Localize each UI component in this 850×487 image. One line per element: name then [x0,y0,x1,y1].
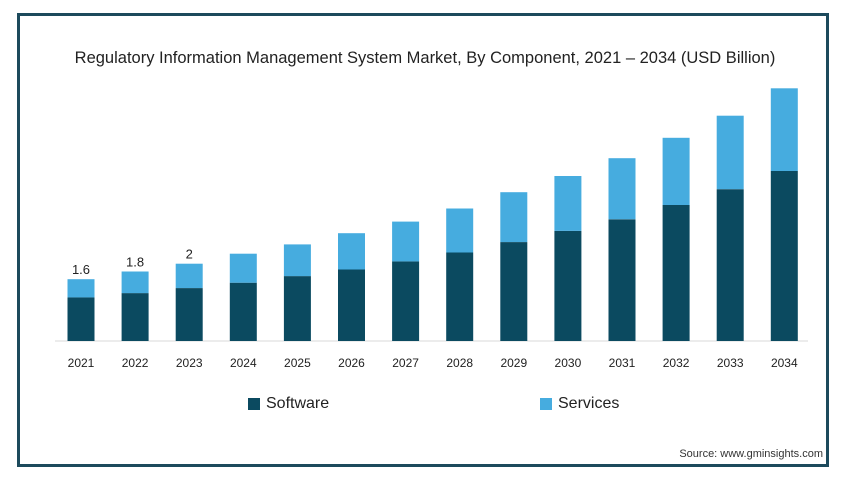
bar-software-2024 [229,282,257,341]
bar-software-2033 [716,189,744,341]
x-tick-2032: 2032 [663,356,690,370]
x-tick-2023: 2023 [176,356,203,370]
x-tick-2026: 2026 [338,356,365,370]
x-tick-2022: 2022 [122,356,149,370]
bar-software-2030 [554,230,582,341]
data-label-2022: 1.8 [126,255,144,270]
bar-software-2026 [338,269,365,341]
x-tick-2024: 2024 [230,356,257,370]
bar-services-2030 [554,176,582,231]
legend-swatch-services [540,398,552,410]
x-tick-2034: 2034 [771,356,798,370]
legend-label-services: Services [558,395,620,412]
bar-services-2028 [446,208,474,253]
bar-software-2029 [500,242,528,341]
bar-services-2029 [500,192,528,242]
x-tick-2028: 2028 [446,356,473,370]
bar-services-2027 [392,221,420,262]
legend-item-software: Software [248,395,329,413]
bar-software-2021 [67,297,95,341]
x-tick-labels: 2021 2022 2023 2024 2025 2026 2027 2028 2029 2030… [68,356,798,370]
data-label-2021: 1.6 [72,262,90,277]
bar-software-2027 [392,261,420,341]
bar-software-2023 [175,288,203,341]
source-note: Source: www.gminsights.com [679,448,823,460]
x-tick-2033: 2033 [717,356,744,370]
legend-label-software: Software [266,395,330,412]
bar-services-2031 [608,158,636,220]
bar-software-2031 [608,219,636,341]
chart-frame [17,13,829,467]
bar-services-2032 [662,137,690,205]
bars-group [67,88,798,341]
data-label-2023: 2 [186,247,193,262]
bar-software-2022 [121,293,149,341]
bar-software-2025 [283,276,311,341]
chart-title: Regulatory Information Management System… [74,49,776,67]
legend-swatch-software [248,398,260,410]
bar-services-2033 [716,115,744,190]
x-tick-2027: 2027 [392,356,419,370]
x-tick-2029: 2029 [500,356,527,370]
bar-software-2034 [770,171,798,341]
bar-services-2023 [175,263,203,288]
bar-services-2021 [67,279,95,298]
x-tick-2031: 2031 [609,356,636,370]
legend-item-services: Services [540,395,619,413]
bar-software-2032 [662,205,690,341]
bar-services-2022 [121,271,149,294]
bar-services-2025 [283,244,311,277]
bar-services-2026 [338,233,365,270]
data-labels: 1.6 1.8 2 [72,247,193,278]
x-tick-2025: 2025 [284,356,311,370]
bar-services-2024 [229,253,257,283]
x-tick-2030: 2030 [555,356,582,370]
bar-services-2034 [770,88,798,171]
x-tick-2021: 2021 [68,356,95,370]
bar-software-2028 [446,252,474,341]
